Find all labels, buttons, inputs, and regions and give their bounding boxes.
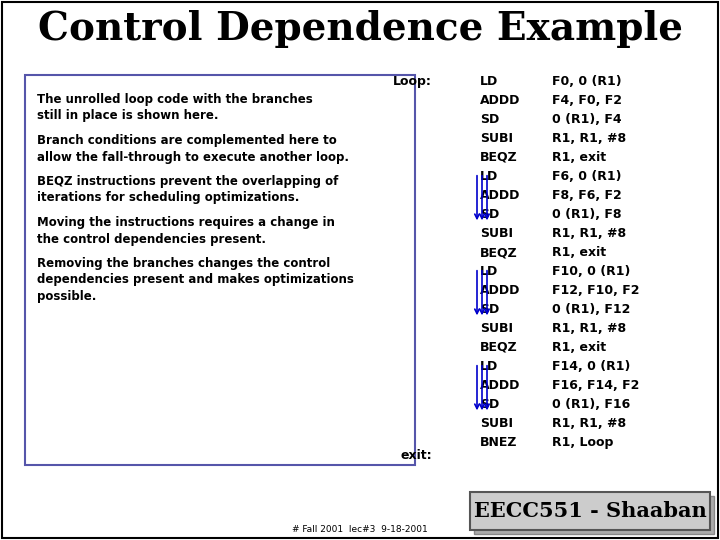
Text: Branch conditions are complemented here to: Branch conditions are complemented here … [37, 134, 337, 147]
Text: SUBI: SUBI [480, 132, 513, 145]
Text: R1, exit: R1, exit [552, 341, 606, 354]
Text: SD: SD [480, 303, 499, 316]
Text: Loop:: Loop: [393, 75, 432, 88]
Text: BEQZ: BEQZ [480, 151, 518, 164]
Text: ADDD: ADDD [480, 189, 521, 202]
Text: BNEZ: BNEZ [480, 436, 518, 449]
Text: 0 (R1), F8: 0 (R1), F8 [552, 208, 621, 221]
Text: LD: LD [480, 75, 498, 88]
Text: SUBI: SUBI [480, 322, 513, 335]
Text: F8, F6, F2: F8, F6, F2 [552, 189, 622, 202]
Text: SUBI: SUBI [480, 227, 513, 240]
Text: SD: SD [480, 113, 499, 126]
Text: possible.: possible. [37, 290, 96, 303]
Text: BEQZ: BEQZ [480, 246, 518, 259]
Text: SD: SD [480, 398, 499, 411]
Text: ADDD: ADDD [480, 94, 521, 107]
Bar [474, 496, 714, 534]
Text: F16, F14, F2: F16, F14, F2 [552, 379, 639, 392]
Text: The unrolled loop code with the branches: The unrolled loop code with the branches [37, 93, 312, 106]
Bar [470, 492, 710, 530]
Text: F12, F10, F2: F12, F10, F2 [552, 284, 639, 297]
Text: exit:: exit: [400, 449, 432, 462]
Text: dependencies present and makes optimizations: dependencies present and makes optimizat… [37, 273, 354, 287]
Text: F0, 0 (R1): F0, 0 (R1) [552, 75, 621, 88]
Text: BEQZ: BEQZ [480, 341, 518, 354]
Text: 0 (R1), F4: 0 (R1), F4 [552, 113, 621, 126]
Text: F4, F0, F2: F4, F0, F2 [552, 94, 622, 107]
Text: 0 (R1), F16: 0 (R1), F16 [552, 398, 630, 411]
Text: R1, exit: R1, exit [552, 151, 606, 164]
Text: BEQZ instructions prevent the overlapping of: BEQZ instructions prevent the overlappin… [37, 175, 338, 188]
Text: F14, 0 (R1): F14, 0 (R1) [552, 360, 631, 373]
Text: R1, exit: R1, exit [552, 246, 606, 259]
Text: LD: LD [480, 265, 498, 278]
Text: F6, 0 (R1): F6, 0 (R1) [552, 170, 621, 183]
Text: R1, R1, #8: R1, R1, #8 [552, 417, 626, 430]
Text: SUBI: SUBI [480, 417, 513, 430]
Text: F10, 0 (R1): F10, 0 (R1) [552, 265, 631, 278]
Text: 0 (R1), F12: 0 (R1), F12 [552, 303, 631, 316]
Bar [25, 75, 415, 465]
Text: ADDD: ADDD [480, 284, 521, 297]
Text: Moving the instructions requires a change in: Moving the instructions requires a chang… [37, 216, 335, 229]
Text: R1, R1, #8: R1, R1, #8 [552, 322, 626, 335]
Text: R1, R1, #8: R1, R1, #8 [552, 227, 626, 240]
Text: LD: LD [480, 360, 498, 373]
Text: R1, R1, #8: R1, R1, #8 [552, 132, 626, 145]
Text: Removing the branches changes the control: Removing the branches changes the contro… [37, 257, 330, 270]
Text: LD: LD [480, 170, 498, 183]
Text: EECC551 - Shaaban: EECC551 - Shaaban [474, 501, 706, 521]
Text: allow the fall-through to execute another loop.: allow the fall-through to execute anothe… [37, 151, 349, 164]
Text: SD: SD [480, 208, 499, 221]
Text: R1, Loop: R1, Loop [552, 436, 613, 449]
Text: Control Dependence Example: Control Dependence Example [37, 10, 683, 48]
Text: iterations for scheduling optimizations.: iterations for scheduling optimizations. [37, 192, 300, 205]
Text: the control dependencies present.: the control dependencies present. [37, 233, 266, 246]
Text: still in place is shown here.: still in place is shown here. [37, 110, 218, 123]
Text: ADDD: ADDD [480, 379, 521, 392]
Text: # Fall 2001  lec#3  9-18-2001: # Fall 2001 lec#3 9-18-2001 [292, 525, 428, 534]
